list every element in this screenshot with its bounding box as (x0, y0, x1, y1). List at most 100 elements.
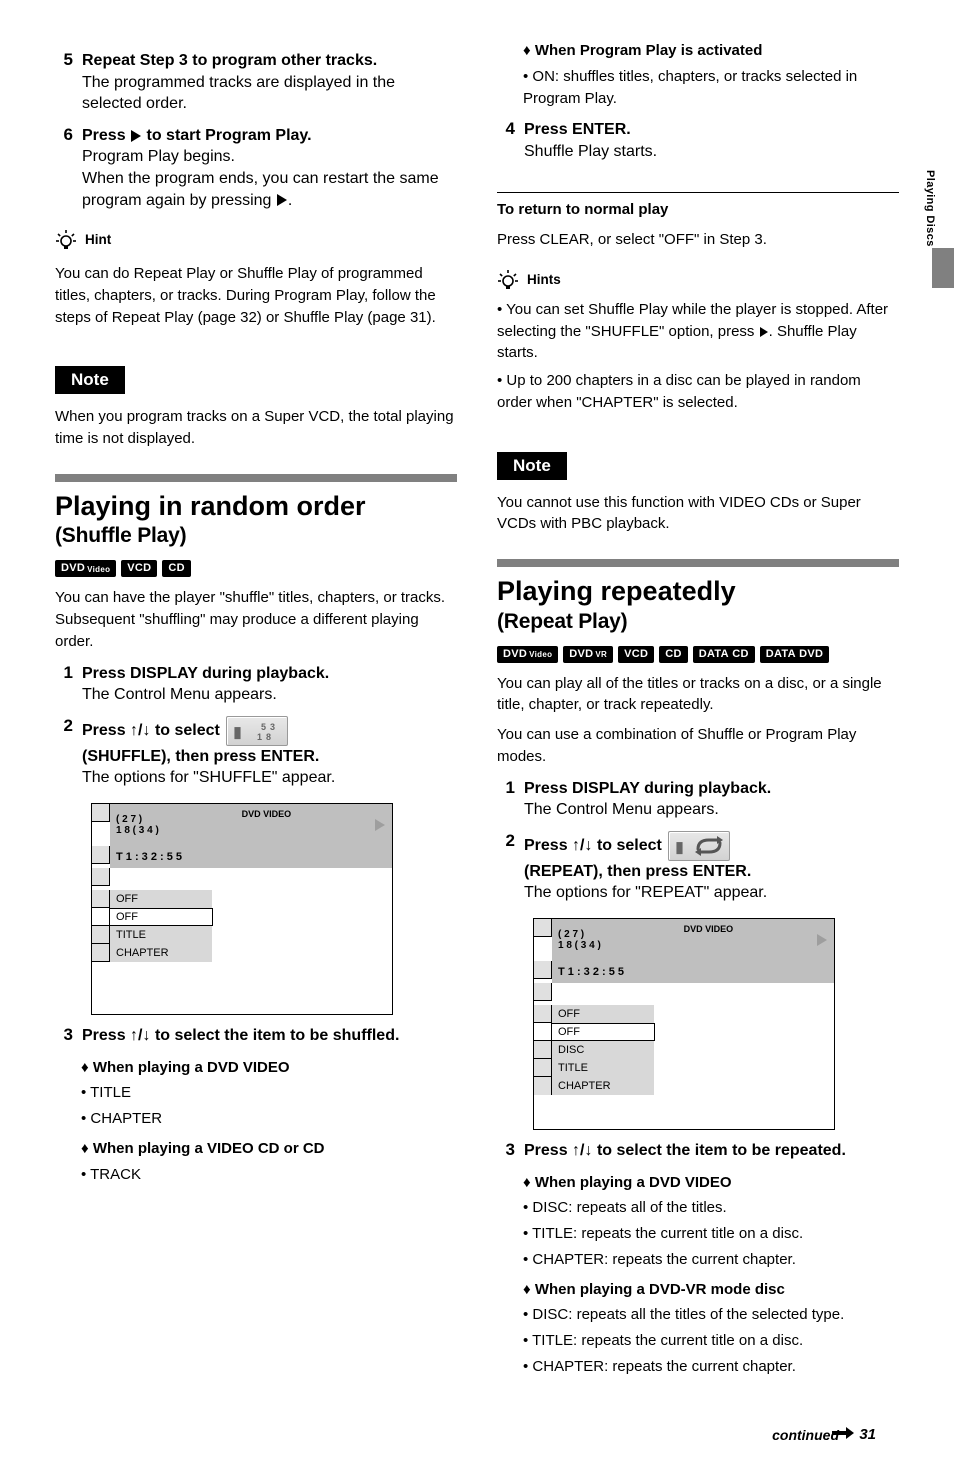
step-text: Press DISPLAY during playback. The Contr… (524, 778, 899, 821)
svg-text:1: 1 (257, 732, 262, 742)
osd-figure-shuffle: ( 2 7 ) 1 8 ( 3 4 ) DVD VIDEO T 1 : 3 2 … (91, 803, 393, 1015)
text-a: Press (82, 127, 130, 144)
osd-counter: 1 8 ( 3 4 ) (558, 940, 601, 951)
step-1: 1 Press DISPLAY during playback. The Con… (497, 778, 899, 821)
section-title: Playing in random order (55, 490, 457, 522)
bullet-item: • CHAPTER: repeats the current chapter. (523, 1249, 899, 1271)
hint-title: Hints (527, 271, 561, 289)
section-rule (55, 474, 457, 482)
section-title: Playing repeatedly (497, 575, 899, 607)
play-icon (760, 327, 768, 337)
osd-option-chapter: CHAPTER (552, 1077, 654, 1095)
text: Press ENTER. (524, 121, 631, 138)
osd-option-title: TITLE (552, 1059, 654, 1077)
osd-row-time: T 1 : 3 2 : 5 5 (110, 846, 392, 868)
text-a: Press (82, 722, 130, 739)
subtext: The options for "REPEAT" appear. (524, 882, 899, 904)
osd-top-numbers: ( 2 7 ) (558, 929, 584, 940)
step-3: 3 Press ↑/↓ to select the item to be rep… (497, 1140, 899, 1162)
arrow-right-icon (832, 1425, 854, 1443)
section-rule (497, 559, 899, 567)
step-2: 2 Press ↑/↓ to select ▮ 5 3 1 8 (55, 716, 457, 789)
step-number: 5 (55, 50, 73, 115)
note-heading: Note (55, 366, 125, 394)
subtext: The Control Menu appears. (82, 684, 457, 706)
ordered-steps-shuffle-2: 3 Press ↑/↓ to select the item to be shu… (55, 1025, 457, 1047)
bullet-item: • DISC: repeats all of the titles. (523, 1197, 899, 1219)
step-6: 6 Press to start Program Play. Program P… (55, 125, 457, 211)
disc-badges-row: DVDVideo VCD CD (55, 560, 457, 577)
text-a: Press (524, 1142, 572, 1159)
page: Playing Discs 5 Repeat Step 3 to program… (0, 0, 954, 1483)
osd-time: T 1 : 3 2 : 5 5 (558, 966, 624, 978)
text-a: Press (82, 1027, 130, 1044)
step-text: Press DISPLAY during playback. The Contr… (82, 663, 457, 706)
osd-option-disc: DISC (552, 1041, 654, 1059)
step-number: 3 (55, 1025, 73, 1047)
bullet-heading: ♦ When playing a DVD VIDEO (523, 1172, 899, 1194)
bullet-heading: ♦ When playing a DVD VIDEO (81, 1057, 457, 1079)
play-icon (277, 194, 287, 206)
ordered-steps-shuffle: 1 Press DISPLAY during playback. The Con… (55, 663, 457, 789)
subtext: The programmed tracks are displayed in t… (82, 72, 457, 115)
badge-cd: CD (162, 560, 191, 577)
section-subtitle: (Shuffle Play) (55, 524, 457, 548)
hint-item-1: • You can set Shuffle Play while the pla… (497, 299, 899, 364)
text-b: to select the item to be repeated. (593, 1142, 846, 1159)
step-number: 4 (497, 119, 515, 162)
step-text: Press to start Program Play. Program Pla… (82, 125, 457, 211)
osd-option-title: TITLE (110, 926, 212, 944)
osd-option-selected-off: OFF (552, 1023, 655, 1041)
osd-option-off: OFF (110, 890, 212, 908)
osd-option-selected-off: OFF (110, 908, 213, 926)
right-column: ♦ When Program Play is activated • ON: s… (497, 40, 899, 1386)
hint-text-body: You can do Repeat Play or Shuffle Play o… (55, 263, 457, 328)
hint-block: Hint (55, 231, 457, 257)
text-b: to start Program Play. (142, 127, 312, 144)
osd-dvd-badge: DVD VIDEO (684, 921, 734, 934)
text-b: to select the item to be shuffled. (151, 1027, 400, 1044)
bullet-heading: ♦ When playing a DVD-VR mode disc (523, 1279, 899, 1301)
step-text: Press ENTER. Shuffle Play starts. (524, 119, 899, 162)
step-number: 1 (497, 778, 515, 821)
step-text: Press ↑/↓ to select the item to be repea… (524, 1140, 899, 1162)
step-number: 6 (55, 125, 73, 211)
step-3: 3 Press ↑/↓ to select the item to be shu… (55, 1025, 457, 1047)
step-text: Press ↑/↓ to select the item to be shuff… (82, 1025, 457, 1047)
step-number: 2 (497, 831, 515, 904)
subtext: The Control Menu appears. (524, 799, 899, 821)
note-heading: Note (497, 452, 567, 480)
paragraph: Program Play begins. (82, 146, 457, 168)
text: Press DISPLAY during playback. (524, 780, 771, 797)
bullet-item: • CHAPTER (81, 1108, 457, 1130)
svg-text:5: 5 (261, 722, 266, 732)
bullet-item: • DISC: repeats all the titles of the se… (523, 1304, 899, 1326)
svg-text:3: 3 (270, 722, 275, 732)
step-text: Press ↑/↓ to select ▮ (524, 831, 899, 904)
paragraph: You can have the player "shuffle" titles… (55, 587, 457, 652)
text-a: Press (524, 837, 572, 854)
bullet-item: • TRACK (81, 1164, 457, 1186)
osd-option-chapter: CHAPTER (110, 944, 212, 962)
badge-datacd: DATA CD (693, 646, 755, 663)
osd-top-numbers: ( 2 7 ) (116, 814, 142, 825)
thin-rule (497, 192, 899, 193)
return-text: Press CLEAR, or select "OFF" in Step 3. (497, 229, 899, 251)
svg-text:8: 8 (266, 732, 271, 742)
osd-option-off: OFF (552, 1005, 654, 1023)
play-icon (131, 130, 141, 142)
hint-block: Hints (497, 271, 899, 297)
bullet-item: • CHAPTER: repeats the current chapter. (523, 1356, 899, 1378)
corner-icon: ▮ (233, 723, 241, 743)
badge-vcd: VCD (121, 560, 157, 577)
step-number: 3 (497, 1140, 515, 1162)
hint-item-2: • Up to 200 chapters in a disc can be pl… (497, 370, 899, 414)
osd-time: T 1 : 3 2 : 5 5 (116, 851, 182, 863)
bullet-item: • TITLE: repeats the current title on a … (523, 1330, 899, 1352)
disc-badges-row: DVDVideo DVDVR VCD CD DATA CD DATA DVD (497, 646, 899, 663)
text-c: (REPEAT), then press ENTER. (524, 863, 751, 880)
bullet-heading: ♦ When playing a VIDEO CD or CD (81, 1138, 457, 1160)
text-c: (SHUFFLE), then press ENTER. (82, 748, 319, 765)
side-section-label: Playing Discs (922, 170, 936, 430)
text: When the program ends, you can restart t… (82, 170, 439, 209)
